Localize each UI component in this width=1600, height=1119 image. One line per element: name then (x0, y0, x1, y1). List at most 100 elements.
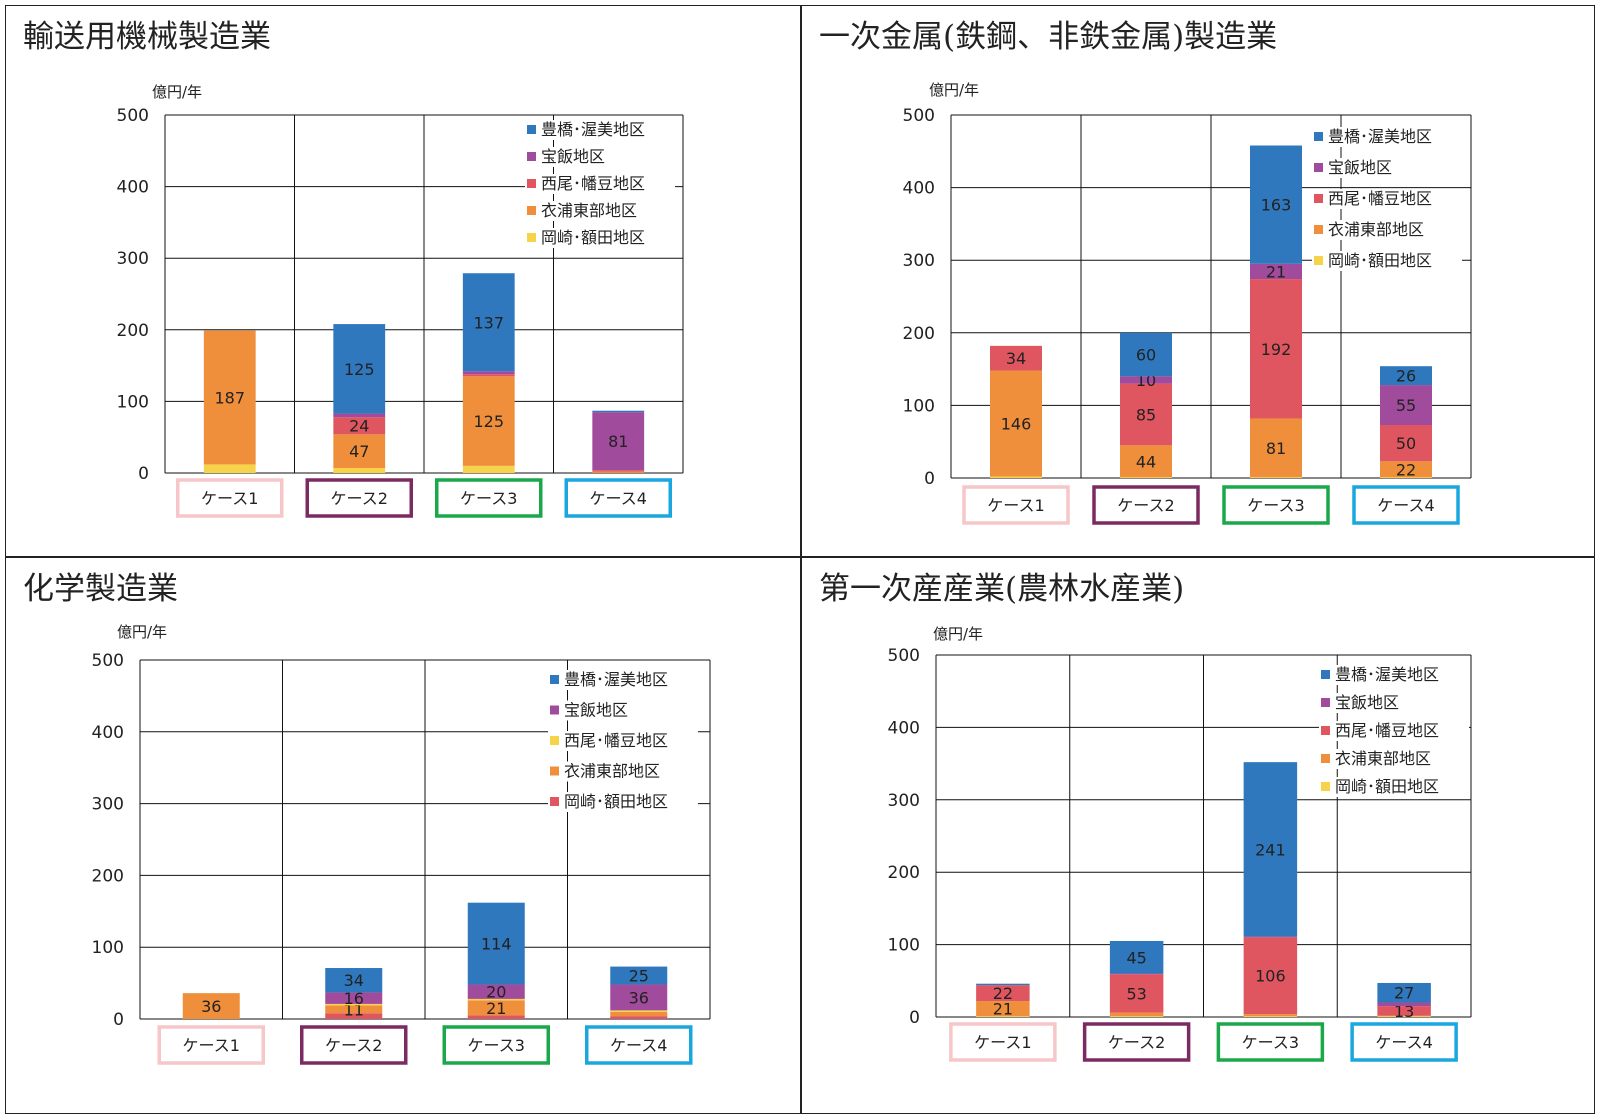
bar-segment (610, 1016, 668, 1019)
y-tick-label: 300 (117, 249, 149, 269)
legend-background (1319, 665, 1469, 685)
bar-segment (592, 470, 645, 472)
legend-background (525, 228, 675, 248)
panel-divider-horizontal (5, 556, 1595, 558)
legend-swatch (1321, 670, 1330, 679)
case-label: ケース1 (974, 1033, 1031, 1052)
bar-segment (1250, 477, 1302, 478)
y-tick-label: 300 (903, 251, 935, 271)
bar-segment (1243, 1014, 1298, 1017)
data-label: 25 (629, 967, 649, 986)
bar-segment (1109, 974, 1164, 1013)
data-label: 36 (629, 988, 649, 1007)
case-label: ケース1 (183, 1036, 240, 1055)
legend-background (1319, 721, 1469, 741)
legend-swatch (527, 233, 536, 242)
bar-segment (976, 1001, 1030, 1017)
legend-label: 西尾･幡豆地区 (564, 731, 668, 750)
y-tick-label: 0 (924, 469, 935, 489)
bar-segment (1250, 145, 1302, 264)
case-label: ケース2 (325, 1036, 382, 1055)
legend-swatch (1314, 163, 1323, 172)
legend-background (1319, 693, 1469, 713)
bar-segment (182, 993, 240, 1019)
legend-label: 岡崎･額田地区 (1328, 251, 1432, 270)
bar-segment (1243, 762, 1298, 937)
legend-swatch (527, 179, 536, 188)
legend-label: 豊橋･渥美地区 (541, 120, 645, 139)
data-label: 16 (344, 989, 364, 1008)
case-box (1350, 1022, 1458, 1062)
case-label: ケース1 (987, 496, 1044, 515)
case-box (176, 478, 284, 518)
panel-divider-vertical (800, 5, 802, 1114)
legend-background (548, 761, 698, 782)
data-label: 24 (349, 417, 369, 436)
legend-swatch (1321, 726, 1330, 735)
case-box (1082, 1022, 1191, 1062)
data-label: 125 (344, 360, 375, 379)
case-label: ケース3 (460, 489, 517, 508)
legend-background (525, 147, 675, 167)
bar-segment (976, 1016, 1030, 1017)
bar-segment (610, 1010, 668, 1012)
data-label: 192 (1261, 340, 1292, 359)
bar-segment (1380, 385, 1432, 426)
y-tick-label: 200 (888, 863, 920, 883)
bar-segment (462, 376, 515, 466)
bar-segment (1377, 1015, 1431, 1017)
bar-segment (203, 330, 256, 465)
bar-segment (1120, 332, 1172, 377)
case-label: ケース4 (590, 489, 647, 508)
bar-segment (467, 984, 525, 999)
legend-label: 岡崎･額田地区 (541, 228, 645, 247)
case-box (157, 1025, 265, 1065)
data-label: 20 (486, 983, 506, 1002)
data-label: 45 (1126, 948, 1146, 967)
bar-segment (990, 476, 1042, 478)
bar-segment (333, 413, 386, 418)
bar-segment (325, 1005, 383, 1014)
y-axis-unit: 億円/年 (933, 625, 983, 643)
y-tick-label: 400 (888, 718, 920, 738)
data-label: 21 (486, 999, 506, 1018)
data-label: 163 (1261, 196, 1292, 215)
bar-segment (333, 417, 386, 435)
data-label: 81 (608, 432, 628, 451)
stacked-bar-chart: 億円/年010020030040050036ケース1111634ケース22120… (92, 623, 711, 1065)
data-label: 21 (1266, 262, 1286, 281)
bar-segment (592, 412, 645, 471)
bar-segment (1380, 461, 1432, 478)
data-label: 106 (1255, 967, 1286, 986)
legend-swatch (1314, 132, 1323, 141)
legend-swatch (550, 736, 559, 745)
bar-segment (467, 998, 525, 1001)
legend-label: 衣浦東部地区 (1335, 749, 1431, 768)
data-label: 22 (1396, 460, 1416, 479)
case-label: ケース1 (201, 489, 258, 508)
y-tick-label: 400 (903, 179, 935, 199)
data-label: 146 (1001, 415, 1032, 434)
y-tick-label: 100 (903, 396, 935, 416)
chart-panel-primary-industry: 第一次産産業(農林水産業) 億円/年 0 100 200 300 400 500 21 22 ケー… (801, 557, 1596, 1107)
bar-segment (592, 471, 645, 473)
data-label: 36 (201, 997, 221, 1016)
stacked-bar-chart: 億円/年 0 100 200 300 400 500 187 ケース1 47 24 125 ケース2 12… (117, 83, 684, 518)
case-box (1352, 485, 1460, 525)
legend-swatch (1321, 754, 1330, 763)
y-tick-label: 500 (92, 651, 124, 671)
bar-segment (1243, 937, 1298, 1015)
bar-segment (462, 374, 515, 377)
case-label: ケース2 (331, 489, 388, 508)
case-box (585, 1025, 693, 1065)
data-label: 27 (1394, 984, 1414, 1003)
legend-swatch (1314, 256, 1323, 265)
legend-label: 宝飯地区 (1335, 693, 1399, 712)
data-label: 21 (993, 1000, 1013, 1019)
legend-label: 衣浦東部地区 (1328, 220, 1424, 239)
data-label: 81 (1266, 439, 1286, 458)
bar-segment (1109, 1016, 1164, 1017)
legend-swatch (1321, 698, 1330, 707)
legend-background (1319, 749, 1469, 769)
bar-segment (1250, 418, 1302, 478)
